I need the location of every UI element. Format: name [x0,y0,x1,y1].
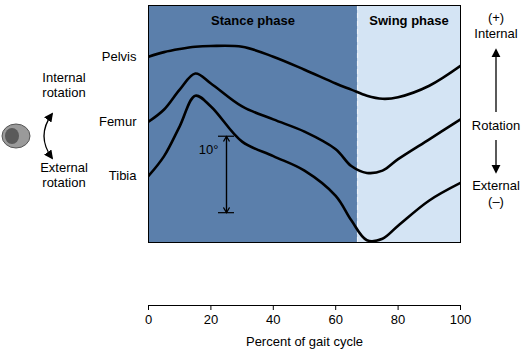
svg-text:60: 60 [328,312,342,327]
svg-text:20: 20 [204,312,218,327]
svg-text:(+): (+) [488,10,504,25]
svg-text:10°: 10° [199,142,219,157]
svg-text:(–): (–) [488,194,504,209]
svg-text:Internalrotation: Internalrotation [42,70,85,100]
svg-text:Percent of gait cycle: Percent of gait cycle [246,334,363,349]
svg-text:Rotation: Rotation [472,118,520,133]
svg-text:Tibia: Tibia [109,168,137,183]
svg-text:Internal: Internal [474,26,517,41]
svg-text:100: 100 [450,312,472,327]
svg-text:Stance phase: Stance phase [211,13,295,28]
svg-text:40: 40 [266,312,280,327]
svg-text:Pelvis: Pelvis [102,49,137,64]
svg-text:Externalrotation: Externalrotation [40,160,88,190]
svg-text:80: 80 [391,312,405,327]
svg-text:Femur: Femur [99,114,137,129]
svg-text:External: External [472,178,520,193]
svg-text:0: 0 [145,312,152,327]
svg-text:Swing phase: Swing phase [369,13,448,28]
